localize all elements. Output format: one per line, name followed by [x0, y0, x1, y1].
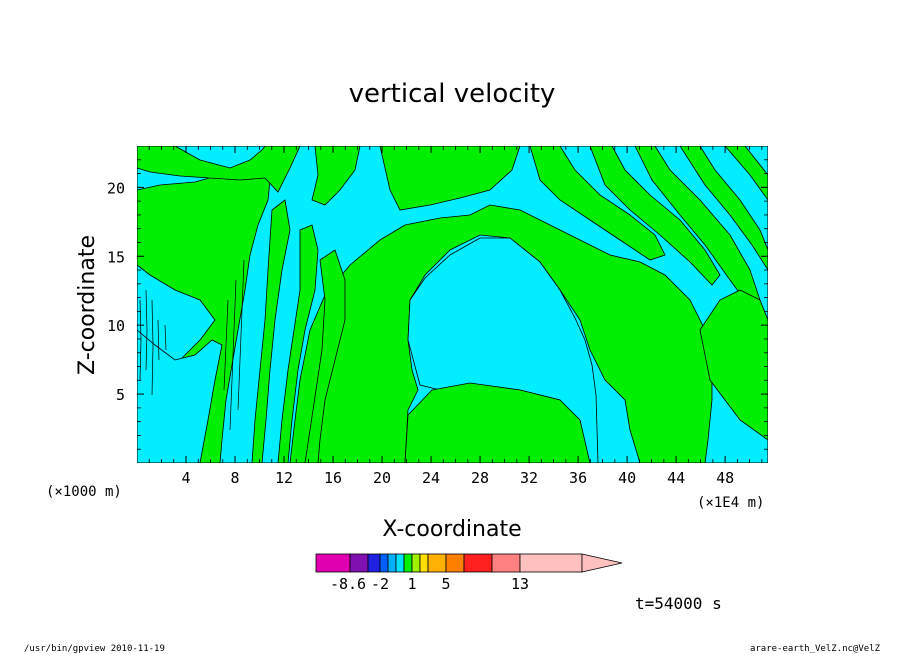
- region-left-lower-gap: [137, 329, 223, 463]
- chart-title: vertical velocity: [349, 79, 556, 109]
- region-top-right-band-4: [679, 146, 768, 271]
- colorbar-segment: [419, 553, 429, 573]
- x-tick-label: 16: [324, 469, 342, 487]
- colorbar-segment: [519, 553, 583, 573]
- region-stripe-2: [277, 224, 319, 463]
- x-tick-label: 32: [520, 469, 538, 487]
- plot-area: [137, 146, 768, 463]
- colorbar-segment: [367, 553, 381, 573]
- region-stripe-3: [304, 249, 346, 463]
- footer-left: /usr/bin/gpview 2010-11-19: [24, 644, 165, 654]
- y-axis-label: Z-coordinate: [75, 235, 100, 375]
- region-top-strip: [311, 146, 361, 206]
- x-tick-label: 36: [569, 469, 587, 487]
- y-tick-label: 20: [107, 179, 125, 197]
- region-right-lower: [699, 289, 768, 441]
- colorbar-segment: [395, 553, 405, 573]
- region-top-left-band: [137, 146, 301, 193]
- x-tick-label: 44: [667, 469, 685, 487]
- footer-right: arare-earth_VelZ.nc@VelZ: [750, 644, 881, 654]
- colorbar-segment: [403, 553, 413, 573]
- region-central-arch: [289, 204, 713, 463]
- colorbar-segment: [445, 553, 465, 573]
- colorbar-segment: [379, 553, 389, 573]
- colorbar-extend-arrow: [581, 553, 623, 573]
- colorbar-label: -2: [371, 575, 389, 593]
- y-tick-label: 5: [116, 386, 125, 404]
- region-top-right-band-1: [529, 146, 666, 261]
- colorbar-segment: [349, 553, 369, 573]
- x-unit-left: (×1000 m): [46, 484, 122, 500]
- x-tick-label: 28: [471, 469, 489, 487]
- colorbar-segment: [387, 553, 397, 573]
- x-axis-label: X-coordinate: [382, 517, 521, 542]
- x-tick-label: 40: [618, 469, 636, 487]
- x-tick-label: 8: [231, 469, 240, 487]
- time-label: t=54000 s: [635, 594, 722, 613]
- x-tick-label: 24: [422, 469, 440, 487]
- region-stripe-1: [251, 199, 291, 463]
- colorbar-label: 1: [407, 575, 416, 593]
- colorbar-segment: [463, 553, 493, 573]
- colorbar-label: 13: [511, 575, 529, 593]
- x-tick-label: 4: [181, 469, 190, 487]
- colorbar-segment: [427, 553, 447, 573]
- y-tick-label: 15: [107, 248, 125, 266]
- colorbar-label: 5: [441, 575, 450, 593]
- colorbar-label: -8.6: [330, 575, 366, 593]
- x-tick-label: 12: [275, 469, 293, 487]
- colorbar: -8.6 -2 1 5 13: [315, 553, 623, 593]
- region-top-right-band-2: [589, 146, 721, 286]
- colorbar-segment: [491, 553, 521, 573]
- x-tick-label: 20: [373, 469, 391, 487]
- y-tick-label: 10: [107, 317, 125, 335]
- x-unit-right: (×1E4 m): [697, 495, 764, 511]
- positive-velocity-regions: [137, 146, 768, 463]
- colorbar-segment: [411, 553, 421, 573]
- region-top-center: [379, 146, 521, 211]
- x-tick-label: 48: [716, 469, 734, 487]
- ripple-lines: [139, 259, 245, 431]
- region-top-right-band-5: [724, 146, 768, 201]
- colorbar-segment: [315, 553, 351, 573]
- region-bottom-center: [404, 382, 591, 463]
